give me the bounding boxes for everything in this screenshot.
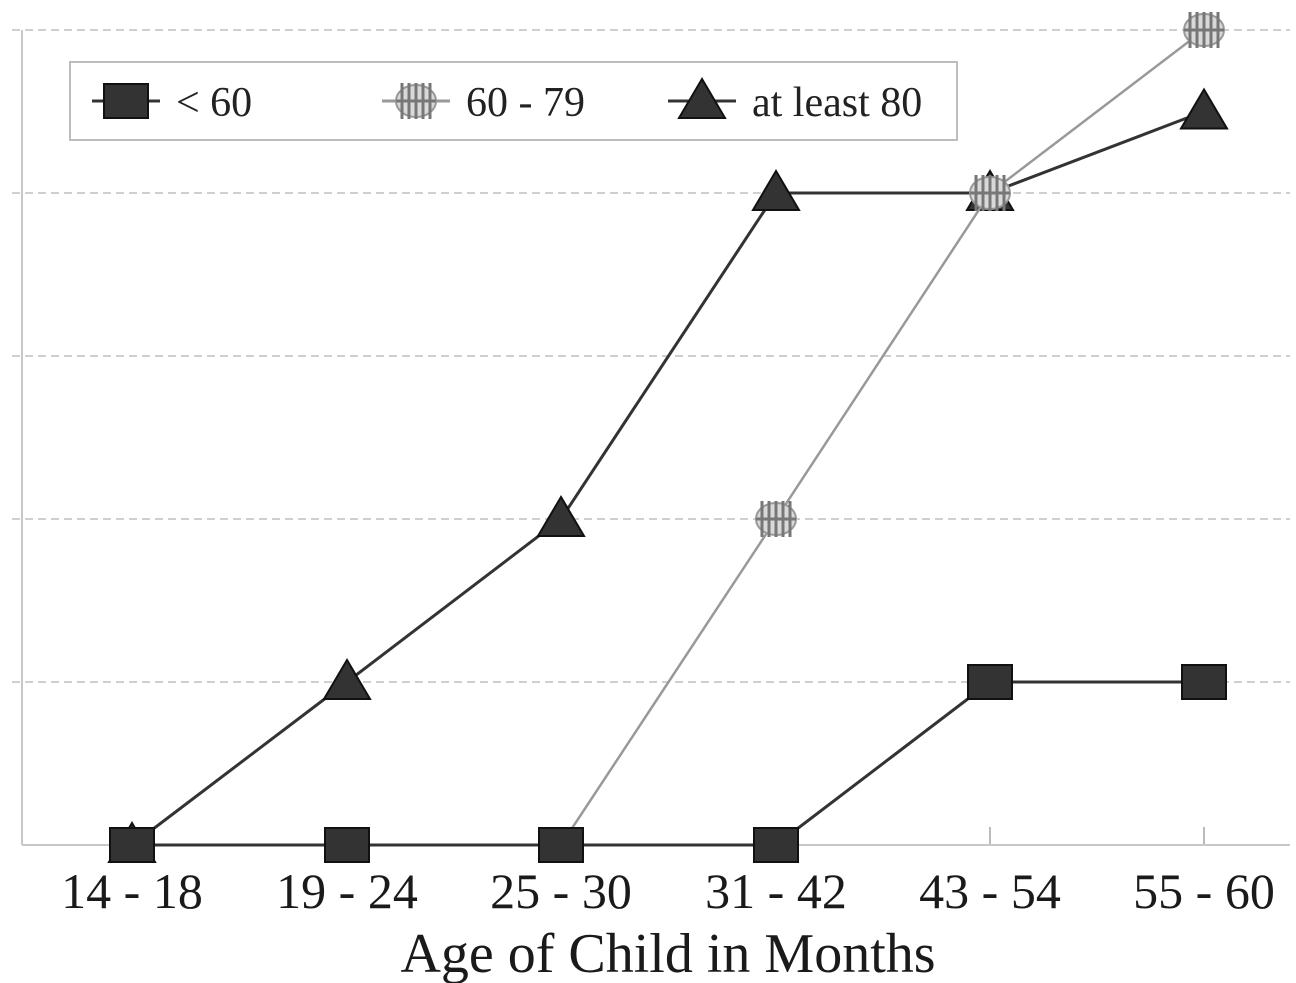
legend-label: at least 80 [752,80,922,126]
legend-box [69,61,958,141]
series-line [132,680,1204,847]
series-1 [109,664,1227,863]
data-point [322,658,372,700]
series-layer [107,12,1229,863]
series-3 [107,87,1229,863]
data-point [1181,664,1227,700]
x-tick-label: 43 - 54 [919,863,1061,919]
gridlines [12,29,1290,845]
series-line [131,110,1205,847]
legend-marker [103,83,149,119]
x-tick-label: 31 - 42 [705,863,847,919]
legend-label: 60 - 79 [466,80,585,126]
data-point [751,169,801,211]
legend: < 60 60 - 79 at least 80 [69,61,958,141]
legend-item: at least 80 [668,77,922,126]
x-tick-label: 55 - 60 [1133,863,1275,919]
x-axis-title: Age of Child in Months [400,923,935,983]
data-point [753,827,799,863]
legend-item: < 60 [92,80,252,126]
data-point [536,495,586,537]
data-point [1179,87,1229,130]
data-point [1183,12,1225,48]
data-point [324,827,370,863]
data-point [967,664,1013,700]
legend-label: < 60 [176,80,252,126]
legend-item: 60 - 79 [382,80,585,126]
x-tick-label: 19 - 24 [276,863,418,919]
data-point [109,827,155,863]
legend-marker [677,77,727,119]
x-tick-label: 25 - 30 [490,863,632,919]
data-point [538,827,584,863]
x-tick-labels: 14 - 18 19 - 24 25 - 30 31 - 42 43 - 54 55 - … [61,863,1275,919]
data-point [969,175,1011,211]
legend-marker [395,83,437,119]
legend-items: < 60 60 - 79 at least 80 [92,77,922,126]
x-tick-label: 14 - 18 [61,863,203,919]
data-point [755,501,797,537]
